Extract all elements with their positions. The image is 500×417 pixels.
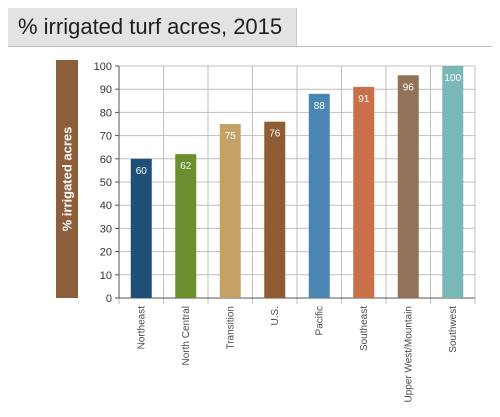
- y-tick-label: 80: [100, 107, 112, 119]
- bar-north-central: [175, 154, 197, 298]
- x-tick-label: U.S.: [270, 306, 281, 325]
- x-tick-labels: Northeast North Central Transition U.S. Paci…: [136, 306, 459, 403]
- y-tick-label: 10: [100, 270, 112, 282]
- y-tick-label: 70: [100, 131, 112, 143]
- y-tick-label: 30: [100, 223, 112, 235]
- bar-northeast: [130, 158, 152, 298]
- y-tick-label: 100: [94, 61, 112, 73]
- value-label: 96: [403, 82, 415, 93]
- bar-upper-west-mountain: [397, 75, 419, 298]
- x-tick-label: Pacific: [314, 306, 325, 335]
- x-tick-label: Southeast: [359, 306, 370, 351]
- y-tick-label: 20: [100, 247, 112, 259]
- value-labels: 60 62 75 76 88 91 96 100: [136, 73, 462, 177]
- y-tick-label: 90: [100, 84, 112, 96]
- x-tick-label: Southwest: [448, 306, 459, 353]
- chart-title: % irrigated turf acres, 2015: [18, 14, 283, 39]
- y-axis-label-box: [56, 60, 78, 298]
- y-tick-label: 60: [100, 154, 112, 166]
- bars: [130, 66, 464, 299]
- value-label: 88: [314, 101, 326, 112]
- x-tick-label: Transition: [225, 306, 236, 350]
- y-tick-labels: 0 10 20 30 40 50 60 70 80 90 100: [94, 61, 112, 305]
- value-label: 91: [358, 94, 370, 105]
- chart-title-bar: % irrigated turf acres, 2015: [8, 8, 297, 46]
- value-label: 75: [225, 131, 237, 142]
- value-label: 60: [136, 166, 148, 177]
- y-tick-label: 50: [100, 177, 112, 189]
- bar-southwest: [442, 66, 464, 298]
- title-underline: [8, 46, 492, 47]
- y-tick-label: 0: [106, 293, 112, 305]
- value-label: 62: [180, 161, 192, 172]
- bar-southeast: [353, 86, 375, 298]
- x-tick-label: Upper West/Mountain: [403, 306, 414, 403]
- value-label: 100: [444, 73, 461, 84]
- value-label: 76: [269, 129, 281, 140]
- bar-pacific: [308, 93, 330, 298]
- bar-u-s-: [264, 121, 286, 299]
- x-tick-label: North Central: [181, 306, 192, 365]
- y-tick-label: 40: [100, 200, 112, 212]
- x-tick-label: Northeast: [136, 306, 147, 350]
- bar-transition: [219, 124, 241, 298]
- gridlines: [118, 65, 476, 304]
